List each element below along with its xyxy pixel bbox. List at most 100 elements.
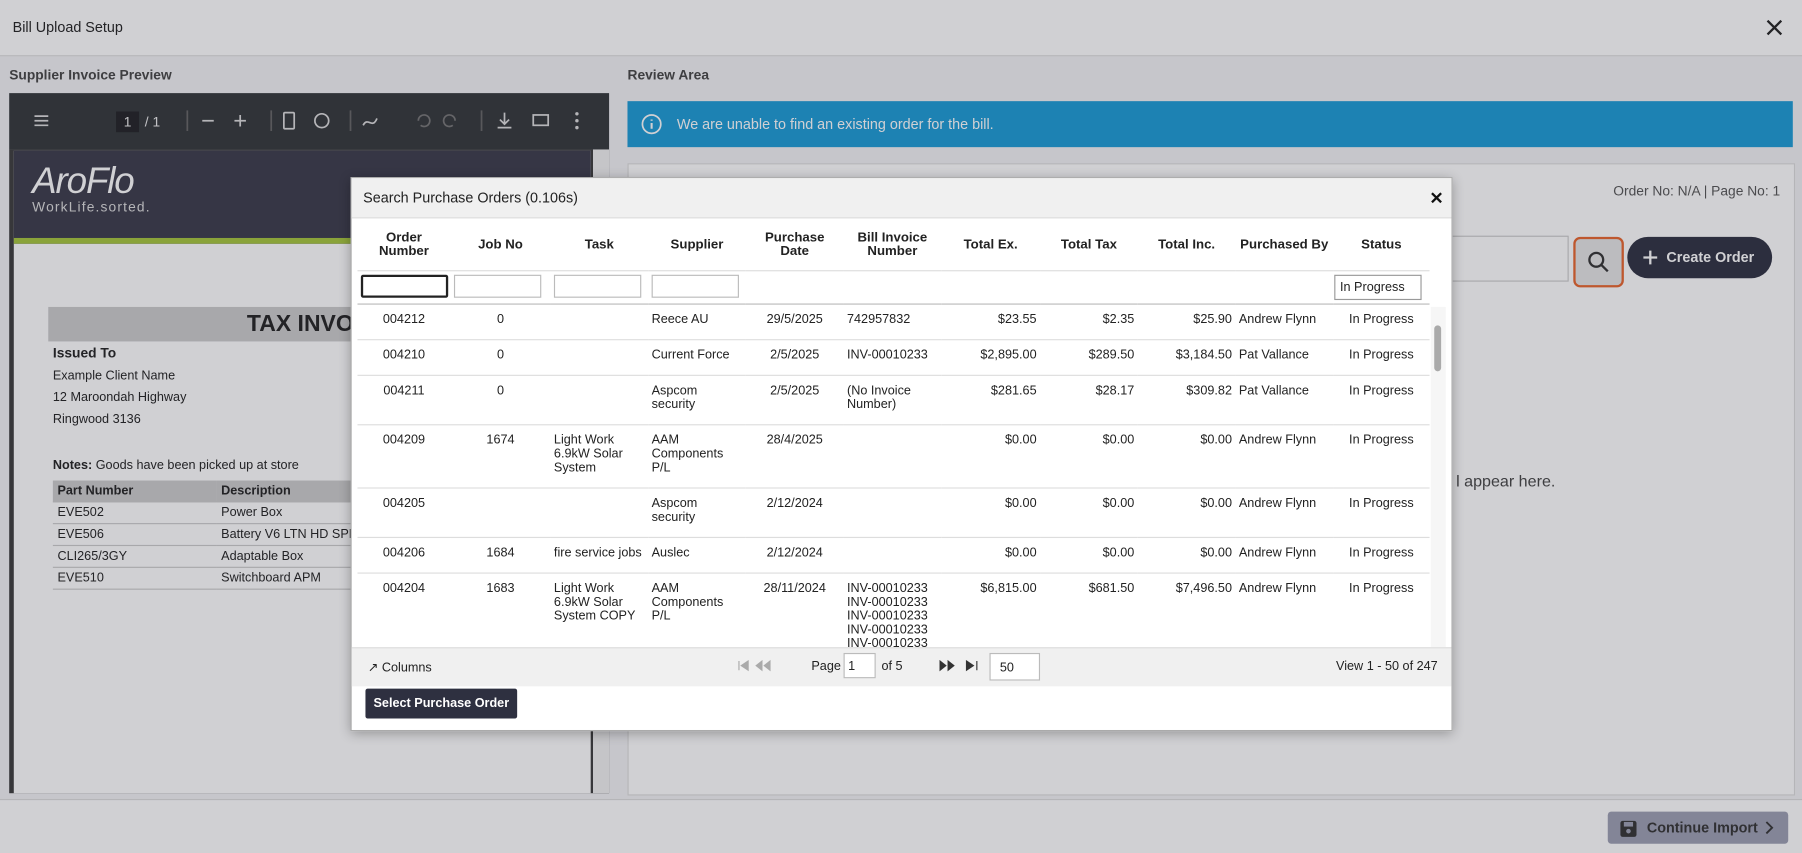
- po-cell: 28/4/2025: [745, 424, 844, 489]
- po-row[interactable]: 004204 1683 Light Work 6.9kW Solar System …: [357, 573, 1430, 648]
- modal-close[interactable]: [1431, 192, 1442, 204]
- info-icon: [641, 114, 662, 135]
- po-row[interactable]: 004210 0 Current Force 2/5/2025 INV-00010233…: [357, 339, 1430, 376]
- column-header: Order Number: [357, 219, 451, 272]
- filter-cell: [1235, 270, 1334, 305]
- toolbar-icons: [34, 110, 579, 132]
- po-cell: 29/5/2025: [745, 304, 844, 341]
- po-cell: AAM Components P/L: [648, 424, 746, 489]
- save-icon: [1620, 820, 1637, 837]
- column-header: Job No: [450, 219, 551, 272]
- modal-titlebar: Search Purchase Orders (0.106s): [351, 178, 1452, 219]
- po-cell: INV-00010233: [843, 339, 942, 376]
- po-cell: Andrew Flynn: [1235, 304, 1334, 341]
- po-cell: [843, 488, 942, 539]
- po-cell: 0: [450, 339, 551, 376]
- po-cell: fire service jobs: [550, 537, 649, 574]
- close-icon[interactable]: [1765, 18, 1783, 36]
- pager-next[interactable]: [938, 659, 984, 673]
- search-modal: Search Purchase Orders (0.106s) Order Nu…: [350, 177, 1453, 732]
- logo: AroFlo: [32, 159, 135, 202]
- po-cell: Current Force: [648, 339, 746, 376]
- pdf-toolbar: 1 / 1: [9, 93, 610, 150]
- continue-import-button[interactable]: Continue Import: [1607, 811, 1789, 844]
- po-row[interactable]: 004209 1674 Light Work 6.9kW Solar System A…: [357, 424, 1430, 489]
- notes: Notes: Goods have been picked up at stor…: [53, 459, 299, 473]
- select-button[interactable]: Select Purchase Order: [365, 688, 518, 719]
- po-cell: Andrew Flynn: [1235, 537, 1334, 574]
- column-header: Total Inc.: [1137, 219, 1236, 272]
- scroll-thumb[interactable]: [1434, 325, 1442, 372]
- po-cell: (No Invoice Number): [843, 375, 942, 426]
- po-cell: $0.00: [941, 488, 1041, 539]
- po-cell: $3,184.50: [1137, 339, 1236, 376]
- column-header: Task: [550, 219, 649, 272]
- po-cell: 004211: [357, 375, 451, 426]
- address: 12 Maroondah Highway: [52, 390, 187, 405]
- po-row[interactable]: 004205 Aspcom security 2/12/2024 $0.00 $0.00…: [357, 488, 1430, 539]
- po-cell: In Progress: [1333, 488, 1430, 539]
- filter-cell: [843, 270, 942, 305]
- page-input[interactable]: 1: [116, 111, 140, 133]
- filter-cell: [450, 270, 551, 305]
- po-cell: In Progress: [1333, 573, 1430, 648]
- modal-title: Search Purchase Orders (0.106s): [363, 189, 578, 206]
- po-cell: Andrew Flynn: [1235, 424, 1334, 489]
- po-row[interactable]: 004206 1684 fire service jobs Auslec 2/12/20…: [357, 537, 1430, 574]
- search-icon: [1588, 251, 1609, 273]
- page-size-select[interactable]: 50: [989, 652, 1041, 681]
- columns-button[interactable]: ↗︎ Columns: [367, 661, 432, 675]
- pager-prev[interactable]: [737, 659, 783, 673]
- po-cell: $0.00: [1040, 488, 1138, 539]
- column-header: Purchase Date: [745, 219, 844, 272]
- po-row[interactable]: 004212 0 Reece AU 29/5/2025 742957832 $23.55 $…: [357, 304, 1430, 341]
- filter-input[interactable]: [360, 274, 449, 298]
- filter-cell: [745, 270, 844, 305]
- po-cell: 1674: [450, 424, 551, 489]
- column-header: Supplier: [648, 219, 746, 272]
- po-cell: 004205: [357, 488, 451, 539]
- page-input[interactable]: 1: [843, 652, 876, 679]
- filter-cell: [1040, 270, 1138, 305]
- status-filter[interactable]: In Progress: [1334, 274, 1422, 301]
- invoice-cell: EVE510: [52, 567, 217, 590]
- order-info: Order No: N/A | Page No: 1: [1613, 182, 1781, 199]
- columns-text: Columns: [381, 661, 432, 675]
- search-button[interactable]: [1573, 236, 1624, 288]
- issued-to: Issued To: [52, 344, 117, 361]
- notes-label: Notes:: [52, 458, 93, 473]
- grid-scrollbar[interactable]: [1430, 306, 1446, 648]
- po-cell: [843, 424, 942, 489]
- po-cell: $2,895.00: [941, 339, 1041, 376]
- filter-input[interactable]: [453, 274, 542, 298]
- alert-text: We are unable to find an existing order …: [676, 116, 994, 133]
- po-cell: 2/12/2024: [745, 488, 844, 539]
- filter-input[interactable]: [651, 274, 739, 298]
- po-cell: [550, 375, 649, 426]
- page-total: / 1: [144, 113, 161, 130]
- po-cell: $0.00: [1137, 537, 1236, 574]
- po-cell: $28.17: [1040, 375, 1138, 426]
- po-cell: $2.35: [1040, 304, 1138, 341]
- po-cell: Andrew Flynn: [1235, 573, 1334, 648]
- po-cell: 742957832: [843, 304, 942, 341]
- chevron-icon: [1765, 821, 1774, 835]
- tagline: WorkLife.sorted.: [32, 198, 151, 215]
- po-cell: $0.00: [1137, 424, 1236, 489]
- po-cell: $23.55: [941, 304, 1041, 341]
- po-cell: Aspcom security: [648, 375, 746, 426]
- po-cell: Pat Vallance: [1235, 339, 1334, 376]
- po-cell: [450, 488, 551, 539]
- po-row[interactable]: 004211 0 Aspcom security 2/5/2025 (No Invoic…: [357, 375, 1430, 426]
- filter-cell: [941, 270, 1041, 305]
- filter-cell: [648, 270, 746, 305]
- filter-cell: [1137, 270, 1236, 305]
- po-cell: AAM Components P/L: [648, 573, 746, 648]
- create-order-button[interactable]: Create Order: [1627, 236, 1773, 279]
- po-cell: 0: [450, 304, 551, 341]
- po-cell: 2/5/2025: [745, 339, 844, 376]
- window-title: Bill Upload Setup: [12, 19, 123, 36]
- column-header: Total Ex.: [941, 219, 1041, 272]
- filter-input[interactable]: [553, 274, 642, 298]
